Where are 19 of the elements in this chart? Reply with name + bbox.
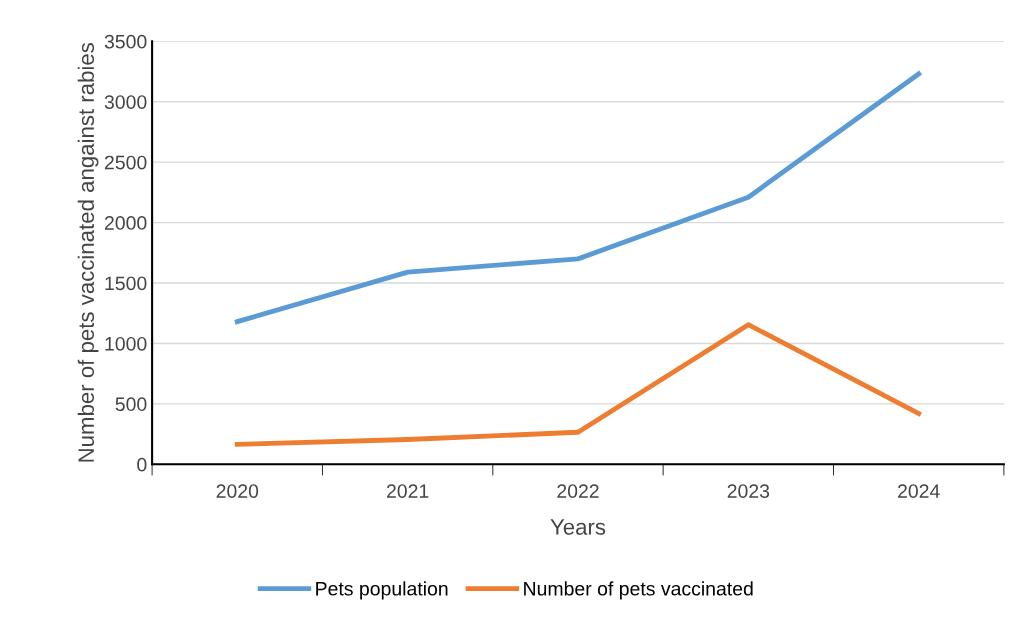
x-tick-label: 2020 [216,484,259,499]
y-tick-label: 2500 [104,155,147,170]
y-tick-label: 1500 [105,276,147,291]
y-tick-label: 500 [115,397,147,412]
y-tick-label: 1000 [105,336,147,351]
line-series [234,71,922,325]
y-tick-label: 3000 [104,95,147,109]
y-tick-label: 2000 [104,216,147,230]
line-series [234,322,922,447]
legend-label: Pets population [316,581,448,600]
x-tick-label: 2023 [727,484,770,499]
x-tick-label: 2024 [898,484,940,499]
y-tick-label: 0 [137,457,147,472]
y-tick-label: 3500 [104,34,147,49]
legend-label: Number of pets vaccinated [524,581,753,600]
x-tick-label: 2021 [386,484,429,499]
x-tick-label: 2022 [557,484,599,499]
x-axis-title: Years [550,519,606,535]
y-axis-title: Number of pets vaccinated angainst rabies [77,42,99,462]
